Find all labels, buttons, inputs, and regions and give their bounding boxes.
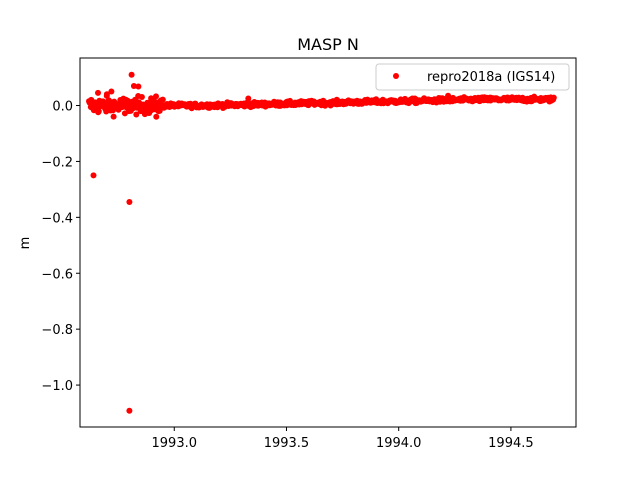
data-point	[445, 92, 452, 99]
legend-box	[375, 63, 570, 91]
y-tick-label: −0.4	[41, 211, 73, 226]
data-points	[86, 71, 557, 414]
y-axis: 0.0 −0.2 −0.4 −0.6 −0.8 −1.0	[41, 100, 80, 394]
data-point	[550, 94, 557, 101]
data-point	[245, 95, 252, 102]
data-point	[130, 83, 137, 89]
data-point	[126, 199, 133, 205]
x-tick-label: 1993.0	[152, 436, 198, 451]
data-point	[95, 108, 102, 115]
data-point	[133, 111, 140, 118]
data-point	[137, 108, 144, 115]
data-point	[95, 89, 101, 96]
data-point	[128, 71, 135, 78]
y-tick-label: −0.8	[41, 323, 73, 338]
plot-frame	[79, 57, 577, 428]
data-point	[90, 172, 97, 179]
data-point	[153, 93, 159, 100]
x-tick-label: 1993.5	[264, 436, 310, 451]
data-point	[153, 113, 160, 120]
data-point	[121, 110, 128, 117]
data-point	[135, 83, 142, 90]
x-tick-label: 1994.0	[376, 436, 422, 451]
data-point	[148, 96, 155, 103]
y-tick-label: 0.0	[52, 100, 73, 115]
y-tick-label: −0.6	[41, 267, 73, 282]
y-axis-label: m	[18, 237, 33, 250]
legend-marker	[393, 73, 399, 79]
data-point	[138, 94, 145, 100]
data-point	[126, 407, 133, 414]
x-axis: 1993.0 1993.5 1994.0 1994.5	[152, 427, 534, 451]
data-point	[110, 113, 117, 120]
data-point	[103, 91, 110, 98]
legend-label: repro2018a (IGS14)	[427, 70, 555, 85]
data-point	[88, 96, 95, 103]
data-point	[108, 88, 115, 95]
y-tick-label: −0.2	[41, 155, 73, 170]
y-tick-label: −1.0	[41, 379, 73, 394]
x-tick-label: 1994.5	[488, 436, 534, 451]
chart-title: MASP N	[297, 35, 359, 54]
legend: repro2018a (IGS14)	[375, 63, 570, 91]
data-point	[159, 96, 166, 103]
